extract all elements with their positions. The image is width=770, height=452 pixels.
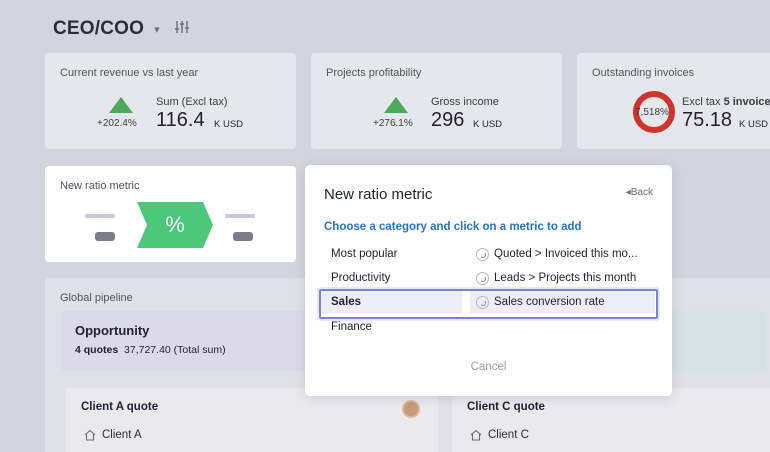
ratio-gauge-icon <box>476 295 489 309</box>
kpi-value: 75.18 <box>682 109 733 131</box>
sum-label: Sum (Excl tax) <box>156 96 228 108</box>
metric-leads-projects[interactable]: Leads > Projects this month <box>470 267 655 289</box>
client-name: Client C <box>488 429 529 441</box>
card-title: Projects profitability <box>326 67 422 79</box>
kpi-unit: K USD <box>214 119 244 130</box>
filter-sliders-icon[interactable] <box>174 20 190 39</box>
quote-card[interactable]: Client A quote Client A <box>66 388 438 452</box>
total-sum: 37,727.40 (Total sum) <box>124 344 226 356</box>
chevron-down-icon[interactable]: ▾ <box>154 23 160 36</box>
quote-card[interactable]: Client C quote Client C <box>452 388 770 452</box>
category-sales[interactable]: Sales <box>320 291 462 313</box>
ratio-badge: % <box>137 202 253 248</box>
numerator-slot <box>95 232 115 241</box>
metric-quoted-invoiced[interactable]: Quoted > Invoiced this mo... <box>470 243 655 265</box>
trend-up-icon <box>384 97 408 113</box>
selection-highlight <box>319 289 658 319</box>
trend-up-icon <box>109 97 133 113</box>
back-button[interactable]: ◂Back <box>626 187 653 198</box>
numerator-placeholder <box>85 214 115 218</box>
category-productivity[interactable]: Productivity <box>331 272 391 284</box>
ratio-gauge-icon <box>476 247 489 261</box>
client-name: Client A <box>102 429 142 441</box>
modal-instructions: Choose a category and click on a metric … <box>324 221 582 233</box>
delta-percent: +202.4% <box>97 118 137 129</box>
sum-label-prefix: Excl tax <box>682 96 721 108</box>
revenue-card[interactable]: Current revenue vs last year +202.4% Sum… <box>45 53 296 149</box>
invoice-count: 5 invoices <box>723 96 770 108</box>
new-ratio-metric-modal: New ratio metric ◂Back Choose a category… <box>305 165 672 396</box>
quote-client: Client C <box>470 429 529 441</box>
cancel-button[interactable]: Cancel <box>470 361 507 373</box>
column-summary: 4 quotes 37,727.40 (Total sum) <box>75 344 226 356</box>
kpi-value: 116.4 <box>156 109 205 131</box>
delta-percent: +276.1% <box>373 118 413 129</box>
sum-label: Gross income <box>431 96 499 108</box>
quote-count: 4 quotes <box>75 344 119 356</box>
dashboard-header: CEO/COO ▾ <box>53 18 190 40</box>
sum-label: Excl tax 5 invoices <box>682 96 770 108</box>
new-ratio-metric-card[interactable]: New ratio metric % <box>45 166 296 262</box>
category-finance[interactable]: Finance <box>331 321 372 333</box>
column-title: Opportunity <box>75 323 150 338</box>
percent-icon: % <box>165 212 185 237</box>
card-title: New ratio metric <box>60 180 140 192</box>
card-title: Outstanding invoices <box>592 67 695 79</box>
kpi-unit: K USD <box>739 119 769 130</box>
category-most-popular[interactable]: Most popular <box>331 248 398 260</box>
kpi-value: 296 <box>431 109 465 131</box>
outstanding-invoices-card[interactable]: Outstanding invoices 7,518% Excl tax 5 i… <box>577 53 770 149</box>
metric-label: Leads > Projects this month <box>494 272 637 284</box>
home-icon <box>84 429 96 441</box>
caret-left-icon: ◂ <box>625 187 631 198</box>
kpi-unit: K USD <box>473 119 503 130</box>
invoice-ring-chart <box>633 91 675 133</box>
avatar <box>402 400 420 418</box>
card-title: Current revenue vs last year <box>60 67 199 79</box>
denominator-placeholder <box>225 214 255 218</box>
home-icon <box>470 429 482 441</box>
card-title: Global pipeline <box>60 292 133 304</box>
back-label: Back <box>630 187 653 198</box>
metric-label: Sales conversion rate <box>494 296 605 308</box>
denominator-slot <box>233 232 253 241</box>
metric-label: Quoted > Invoiced this mo... <box>494 248 638 260</box>
metric-sales-conversion-rate[interactable]: Sales conversion rate <box>470 291 655 313</box>
ring-label: 7,518% <box>635 107 669 118</box>
dashboard-title[interactable]: CEO/COO <box>53 18 145 39</box>
quote-client: Client A <box>84 429 142 441</box>
quote-title: Client A quote <box>81 401 159 413</box>
ratio-gauge-icon <box>476 271 489 285</box>
profitability-card[interactable]: Projects profitability +276.1% Gross inc… <box>311 53 562 149</box>
quote-title: Client C quote <box>467 401 545 413</box>
modal-title: New ratio metric <box>324 186 433 203</box>
